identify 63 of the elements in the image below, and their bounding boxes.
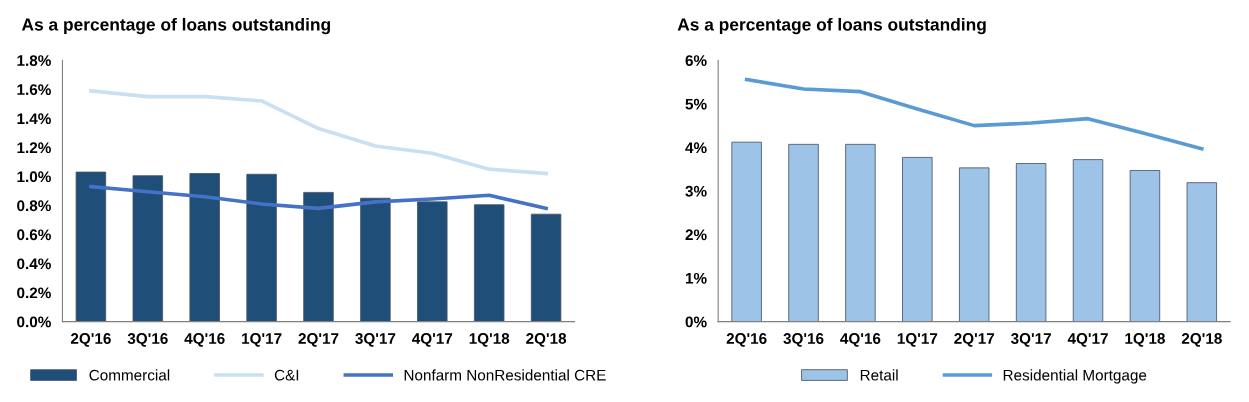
y-tick-label: 5% [685, 98, 707, 110]
bar [75, 171, 107, 322]
bar [788, 143, 819, 322]
bar [303, 191, 334, 322]
bar [360, 197, 391, 322]
y-tick-label: 1.0% [17, 171, 51, 183]
bar [845, 143, 876, 322]
x-tick-label: 3Q'17 [1010, 333, 1051, 347]
y-tick-label: 0.0% [17, 316, 51, 328]
x-tick-label: 1Q'18 [469, 333, 510, 347]
y-tick-label: 0% [685, 316, 707, 328]
bar [1072, 159, 1104, 322]
x-tick-label: 4Q'17 [1067, 333, 1108, 347]
x-tick-label: 2Q'16 [726, 333, 767, 347]
line-series [89, 88, 548, 176]
bar [132, 175, 164, 322]
x-tick-label: 3Q'17 [355, 333, 396, 347]
bar [189, 173, 220, 322]
y-tick-label: 0.8% [17, 200, 51, 212]
x-tick-label: 1Q'17 [242, 333, 282, 347]
bar [417, 201, 448, 322]
y-tick-label: 1.4% [17, 113, 51, 125]
x-tick-label: 2Q'18 [1181, 333, 1222, 347]
x-tick-label: 2Q'16 [70, 333, 111, 347]
bar [902, 157, 933, 322]
y-tick-label: 1.8% [17, 55, 51, 66]
y-tick-label: 1.6% [17, 84, 51, 96]
y-tick-label: 1% [685, 272, 707, 284]
bar [1129, 170, 1161, 322]
legend-label: Commercial [89, 369, 170, 381]
line-series [89, 184, 548, 211]
y-tick-label: 6% [685, 55, 707, 66]
bar [1015, 163, 1047, 322]
x-tick-label: 4Q'16 [184, 333, 225, 347]
legend-label: Nonfarm NonResidential CRE [404, 369, 606, 381]
x-tick-label: 3Q'16 [783, 333, 824, 347]
x-tick-label: 2Q'18 [526, 333, 567, 347]
bar [530, 213, 562, 322]
x-tick-label: 2Q'17 [954, 333, 995, 347]
y-tick-label: 2% [685, 229, 707, 241]
x-tick-label: 3Q'16 [127, 333, 168, 347]
y-tick-label: 4% [685, 142, 707, 154]
bar [1186, 182, 1218, 322]
legend-label: Residential Mortgage [1003, 369, 1147, 384]
bar [473, 204, 505, 322]
x-tick-label: 4Q'16 [840, 333, 881, 347]
bar [731, 141, 762, 322]
x-tick-label: 1Q'17 [897, 333, 938, 347]
chart-title: As a percentage of loans outstanding [677, 17, 986, 35]
chart-title: As a percentage of loans outstanding [21, 17, 330, 35]
y-tick-label: 3% [685, 185, 707, 197]
bar [959, 167, 990, 322]
x-tick-label: 2Q'17 [298, 333, 339, 347]
legend-label: Retail [860, 369, 898, 381]
line-series [744, 77, 1204, 151]
y-tick-label: 1.2% [17, 142, 51, 154]
x-tick-label: 4Q'17 [412, 333, 453, 347]
x-tick-label: 1Q'18 [1125, 333, 1165, 347]
y-tick-label: 0.4% [17, 258, 51, 270]
bar [246, 173, 277, 322]
legend-label: C&I [274, 369, 299, 381]
y-tick-label: 0.6% [17, 229, 51, 241]
y-tick-label: 0.2% [17, 287, 51, 299]
